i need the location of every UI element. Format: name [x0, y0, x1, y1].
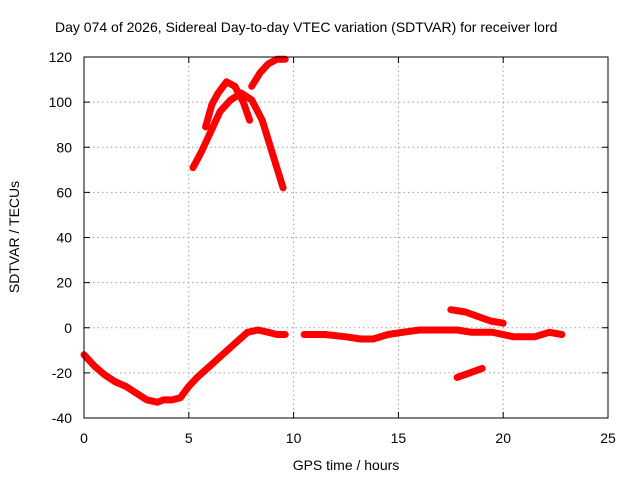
series-late-negative: [453, 364, 486, 381]
plot-frame: [83, 56, 609, 419]
grid: [84, 57, 608, 418]
series-arc-upper: [202, 78, 254, 131]
x-tick-label: 5: [185, 430, 193, 446]
y-tick-label: 80: [56, 139, 72, 155]
y-tick-label: 60: [56, 184, 72, 200]
y-tick-label: 40: [56, 230, 72, 246]
y-tick-label: 0: [64, 320, 72, 336]
x-tick-label: 10: [286, 430, 302, 446]
y-tick-label: 20: [56, 275, 72, 291]
chart-title: Day 074 of 2026, Sidereal Day-to-day VTE…: [55, 19, 557, 35]
series-group: [80, 55, 566, 406]
y-tick-labels: -40 -20 0 20 40 60 80 100 120: [49, 49, 73, 426]
y-tick-label: -20: [52, 365, 72, 381]
y-tick-label: 120: [49, 49, 73, 65]
x-tick-labels: 0 5 10 15 20 25: [80, 430, 616, 446]
series-late-positive: [447, 306, 507, 327]
series-arc-top: [248, 55, 289, 90]
series-arc-peak: [189, 89, 287, 192]
y-tick-label: -40: [52, 410, 72, 426]
y-tick-label: 100: [49, 94, 73, 110]
x-tick-label: 0: [80, 430, 88, 446]
x-axis-label: GPS time / hours: [293, 457, 400, 473]
x-tick-label: 20: [495, 430, 511, 446]
y-axis-label: SDTVAR / TECUs: [6, 181, 22, 293]
x-tick-label: 25: [600, 430, 616, 446]
series-trace-2: [300, 326, 566, 343]
x-tick-label: 15: [391, 430, 407, 446]
series-main-trace: [80, 326, 289, 406]
